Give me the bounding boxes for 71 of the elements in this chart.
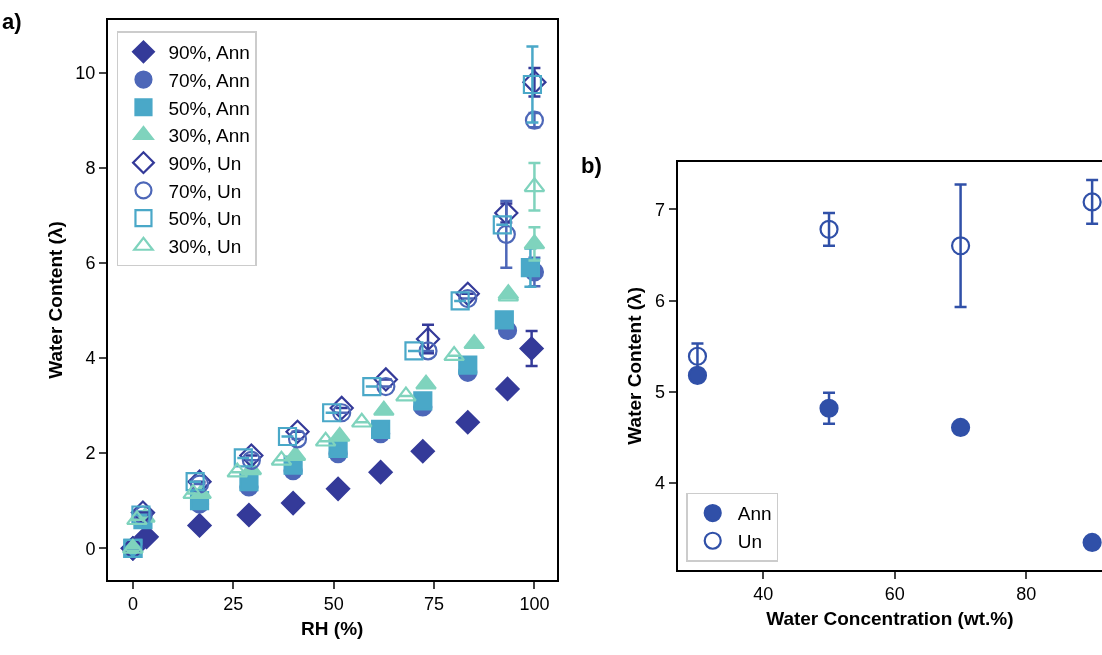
point <box>239 443 264 468</box>
x-tick-label: 60 <box>884 584 905 605</box>
y-tick-label: 6 <box>85 253 96 274</box>
x-tick-label: 40 <box>753 584 774 605</box>
point <box>280 490 306 516</box>
point <box>126 510 148 526</box>
legend-label: Un <box>737 531 763 553</box>
point <box>1082 532 1102 553</box>
point <box>455 281 480 306</box>
point <box>458 355 478 375</box>
point <box>404 341 424 361</box>
x-tick-label: 75 <box>424 594 445 615</box>
point <box>519 336 544 361</box>
point <box>187 513 212 538</box>
legend-label: 70%, Un <box>168 180 242 202</box>
point <box>455 410 480 435</box>
point <box>687 346 708 366</box>
text: b) <box>581 153 602 178</box>
y-tick-label: 10 <box>75 62 96 83</box>
point <box>410 439 435 464</box>
point <box>1082 192 1102 212</box>
point <box>368 460 393 485</box>
text: a) <box>2 9 22 34</box>
point <box>418 341 438 361</box>
legend-label: 90%, Un <box>168 153 242 175</box>
legend-label: 50%, Un <box>168 208 242 230</box>
legend-label: 30%, Un <box>168 236 242 258</box>
point <box>415 326 441 352</box>
y-tick-label: 4 <box>655 473 666 494</box>
y-tick-label: 5 <box>655 382 666 403</box>
point <box>236 502 262 528</box>
point <box>329 395 354 421</box>
y-axis-title: Water Content (λ) <box>624 287 646 445</box>
legend-label: 30%, Ann <box>168 125 250 147</box>
x-tick-label: 50 <box>323 594 344 615</box>
point <box>492 215 512 235</box>
point <box>687 365 708 385</box>
point <box>494 310 514 330</box>
y-tick-label: 7 <box>655 199 666 220</box>
y-tick-label: 4 <box>85 348 96 369</box>
point <box>819 219 839 239</box>
x-axis-title: RH (%) <box>301 617 364 639</box>
point <box>189 474 210 494</box>
legend-label: 90%, Ann <box>168 42 250 64</box>
point <box>285 419 310 444</box>
y-tick-label: 8 <box>85 158 96 179</box>
legend-label: Ann <box>737 503 772 525</box>
point <box>325 476 351 501</box>
x-tick-label: 100 <box>519 594 550 615</box>
point <box>950 417 971 438</box>
point <box>496 224 516 244</box>
point <box>413 391 433 411</box>
point <box>495 376 520 402</box>
x-axis-title: Water Concentration (wt.%) <box>766 607 1014 629</box>
x-tick-label: 0 <box>127 594 138 615</box>
point <box>371 419 391 439</box>
point <box>819 398 839 418</box>
point <box>130 500 156 525</box>
y-tick-label: 0 <box>85 538 96 559</box>
point <box>950 236 971 256</box>
y-axis-title: Water Content (λ) <box>44 221 66 379</box>
point <box>373 367 399 392</box>
point <box>395 386 417 402</box>
y-tick-label: 6 <box>655 290 666 311</box>
x-tick-label: 25 <box>223 594 244 615</box>
x-tick-label: 80 <box>1016 584 1037 605</box>
y-tick-label: 2 <box>85 443 96 464</box>
legend-label: 50%, Ann <box>168 97 250 119</box>
point <box>362 376 382 397</box>
point <box>415 374 437 390</box>
legend-label: 70%, Ann <box>168 69 250 91</box>
